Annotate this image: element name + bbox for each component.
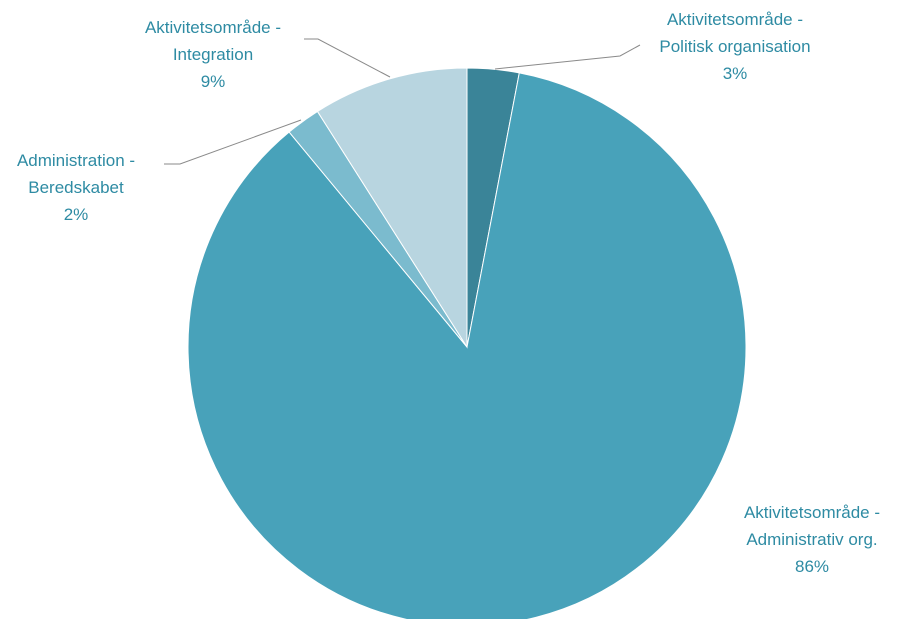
slice-name-line: Aktivitetsområde - <box>744 503 880 522</box>
slice-name-line: Aktivitetsområde - <box>667 10 803 29</box>
pie-labels: Aktivitetsområde - Politisk organisation 3… <box>17 10 880 576</box>
pie-slice-aktivitetsomrade-integration <box>316 67 468 349</box>
leader-line-aktivitetsomrade-politisk-organisation <box>494 44 641 70</box>
slice-label-aktivitetsomrade-integration: Aktivitetsområde - Integration 9% <box>145 18 281 91</box>
slice-label-aktivitetsomrade-politisk-organisation: Aktivitetsområde - Politisk organisation 3… <box>659 10 810 83</box>
slice-percent-label: 3% <box>723 64 748 83</box>
leader-line-administration-beredskabet <box>164 119 302 165</box>
slice-name-line: Administration - <box>17 151 135 170</box>
slice-percent-label: 9% <box>201 72 226 91</box>
leader-line-aktivitetsomrade-integration <box>304 38 391 78</box>
slice-name-line: Integration <box>173 45 253 64</box>
pie-slices <box>187 67 747 624</box>
slice-label-administration-beredskabet: Administration - Beredskabet 2% <box>17 151 135 224</box>
slice-label-aktivitetsomrade-administrativ-org: Aktivitetsområde - Administrativ org. 86% <box>744 503 880 576</box>
pie-slice-aktivitetsomrade-administrativ-org <box>187 72 747 624</box>
slice-percent-label: 86% <box>795 557 829 576</box>
slice-percent-label: 2% <box>64 205 89 224</box>
pie-leader-lines <box>164 38 641 165</box>
slice-name-line: Aktivitetsområde - <box>145 18 281 37</box>
slice-name-line: Beredskabet <box>28 178 124 197</box>
slice-name-line: Politisk organisation <box>659 37 810 56</box>
slice-name-line: Administrativ org. <box>746 530 877 549</box>
